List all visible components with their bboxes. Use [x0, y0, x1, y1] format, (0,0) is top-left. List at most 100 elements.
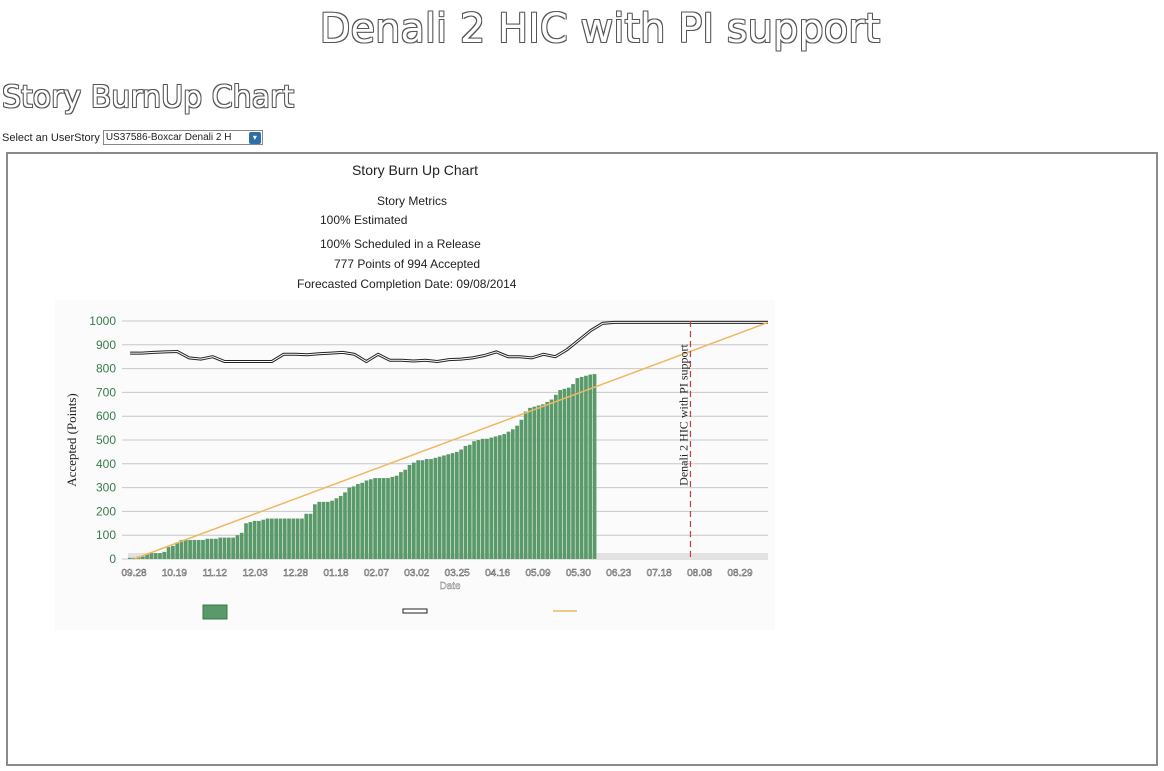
accepted-bar: [257, 520, 261, 559]
userstory-select-value: US37586-Boxcar Denali 2 H: [105, 132, 232, 143]
accepted-bar: [239, 532, 244, 559]
y-tick-label: 600: [96, 409, 116, 423]
accepted-bar: [528, 407, 532, 559]
x-tick-label: 05.30: [566, 568, 591, 579]
accepted-bar: [584, 375, 588, 559]
accepted-bar: [424, 459, 429, 559]
accepted-bar: [175, 542, 180, 559]
x-axis-label: Date: [439, 581, 461, 592]
accepted-bar: [558, 390, 562, 559]
accepted-bar: [433, 457, 438, 559]
accepted-bar: [519, 419, 524, 559]
accepted-bar: [506, 431, 511, 559]
y-tick-label: 400: [96, 457, 116, 471]
accepted-bar: [416, 460, 420, 559]
accepted-bar: [325, 501, 330, 559]
metrics-heading: Story Metrics: [377, 194, 448, 208]
userstory-selector-row: Select an UserStory US37586-Boxcar Denal…: [2, 130, 263, 145]
accepted-bar: [162, 551, 167, 559]
page-title: Denali 2 HIC with PI support: [319, 6, 881, 52]
y-tick-label: 900: [96, 338, 116, 352]
accepted-bar: [343, 492, 347, 559]
x-tick-label: 03.02: [404, 568, 429, 579]
x-tick-label: 04.16: [485, 568, 510, 579]
x-tick-label: 12.03: [243, 568, 268, 579]
chevron-down-icon[interactable]: ▾: [248, 131, 261, 144]
accepted-bar: [235, 535, 240, 559]
accepted-bar: [183, 539, 188, 559]
accepted-bar: [196, 539, 201, 559]
accepted-bar: [515, 425, 519, 559]
x-tick-label: 09.28: [121, 568, 146, 579]
accepted-bar: [244, 523, 248, 559]
accepted-bar: [566, 387, 571, 559]
accepted-bar: [373, 478, 377, 559]
metric-estimated: 100% Estimated: [320, 213, 408, 227]
accepted-bar: [592, 374, 597, 559]
accepted-bar: [261, 519, 266, 559]
accepted-bar: [390, 476, 395, 559]
accepted-bar: [330, 500, 334, 559]
accepted-bar: [489, 437, 494, 559]
metric-accepted: 777 Points of 994 Accepted: [334, 257, 481, 271]
accepted-bar: [334, 498, 339, 559]
x-tick-label: 08.29: [727, 568, 752, 579]
accepted-bar: [467, 444, 472, 559]
accepted-bar: [128, 557, 132, 559]
accepted-bar: [308, 513, 313, 559]
x-tick-label: 03.25: [445, 568, 470, 579]
y-tick-label: 0: [109, 552, 116, 566]
accepted-bar: [287, 518, 291, 559]
accepted-bar: [498, 435, 502, 559]
accepted-bar: [347, 487, 352, 559]
accepted-bar: [553, 394, 558, 559]
release-marker-label: Denali 2 HIC with PI support: [676, 344, 690, 486]
accepted-bar: [437, 456, 442, 559]
accepted-bar: [429, 459, 433, 559]
ideal-line: [133, 321, 769, 560]
accepted-bar: [510, 429, 515, 559]
accepted-bar: [205, 538, 210, 559]
accepted-bar: [588, 374, 593, 559]
userstory-select[interactable]: US37586-Boxcar Denali 2 H ▾: [102, 130, 263, 145]
accepted-bar: [386, 478, 390, 559]
accepted-bar: [179, 539, 184, 559]
x-tick-label: 02.07: [364, 568, 389, 579]
x-tick-label: 07.18: [647, 568, 672, 579]
x-tick-label: 05.09: [525, 568, 550, 579]
accepted-bar: [485, 438, 489, 559]
accepted-bar: [442, 455, 446, 559]
accepted-bar: [502, 434, 507, 559]
accepted-bar: [166, 547, 171, 559]
accepted-bar: [472, 441, 476, 559]
accepted-bar: [381, 478, 386, 559]
accepted-bar: [476, 440, 481, 559]
accepted-bar: [399, 472, 403, 559]
accepted-bar: [549, 399, 554, 559]
accepted-bar: [536, 405, 541, 559]
accepted-bar: [145, 554, 149, 559]
metric-forecast: Forecasted Completion Date: 09/08/2014: [297, 277, 517, 291]
accepted-bar: [411, 462, 416, 559]
chart-title: Story Burn Up Chart: [351, 162, 479, 178]
accepted-bar: [446, 454, 451, 559]
accepted-bar: [351, 486, 356, 559]
accepted-bar: [360, 482, 365, 559]
accepted-bar: [493, 436, 498, 559]
accepted-bar: [571, 384, 575, 559]
accepted-bar: [338, 495, 343, 559]
accepted-bar: [480, 438, 485, 559]
accepted-bar: [407, 464, 412, 559]
accepted-bar: [274, 518, 278, 559]
y-tick-label: 1000: [89, 314, 116, 328]
x-tick-label: 12.28: [283, 568, 308, 579]
x-tick-label: 08.08: [687, 568, 712, 579]
y-axis-label: Accepted (Points): [64, 393, 79, 487]
x-tick-label: 01.18: [323, 568, 348, 579]
accepted-bar: [226, 537, 231, 559]
accepted-bar: [532, 406, 537, 559]
accepted-bar: [450, 453, 455, 559]
legend-accepted-swatch: [202, 604, 228, 620]
x-tick-label: 06.23: [606, 568, 631, 579]
accepted-bar: [523, 411, 528, 559]
